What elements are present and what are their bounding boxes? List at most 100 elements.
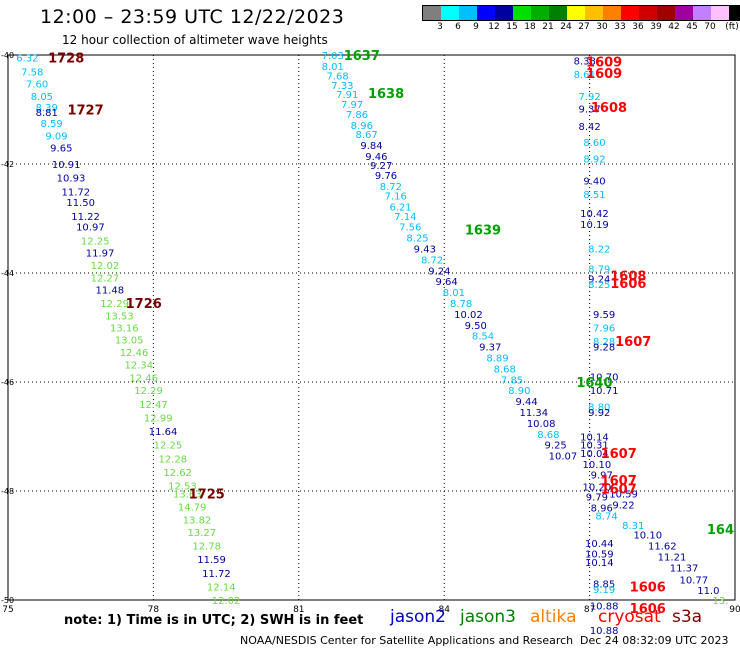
legend-swatch-12: [639, 6, 657, 20]
legend-swatch-3: [477, 6, 495, 20]
swh-point: 8.68: [537, 430, 559, 441]
legend-label-11: 36: [632, 22, 644, 32]
y-tick-label-5: -50: [1, 596, 14, 605]
swh-point: 8.39: [36, 103, 58, 114]
legend-label-8: 27: [578, 22, 590, 32]
swh-point: 12.25: [81, 236, 110, 247]
y-tick-label-2: -44: [1, 269, 14, 278]
swh-point: 7.33: [331, 81, 353, 92]
credits-text: NOAA/NESDIS Center for Satellite Applica…: [240, 634, 574, 647]
swh-point: 8.25: [588, 280, 610, 291]
swh-point: 10.07: [549, 452, 578, 463]
swh-point: 7.68: [326, 72, 348, 83]
chart-title: 12:00 – 23:59 UTC 12/22/2023: [40, 6, 345, 28]
swh-point: 9.22: [612, 501, 634, 512]
swh-point: 10.02: [454, 310, 483, 321]
legend-label-15: 70: [704, 22, 716, 32]
swh-point: 12.28: [158, 454, 187, 465]
swh-point: 8.81: [36, 108, 58, 119]
swh-point: 12.53: [168, 482, 197, 493]
swh-point: 9.92: [588, 408, 610, 419]
swh-point: 9.19: [593, 585, 615, 596]
swh-point: 13.82: [183, 515, 212, 526]
swh-point: 8.74: [595, 512, 617, 523]
legend-swatch-16: [711, 6, 729, 20]
swh-point: 12.78: [192, 542, 221, 553]
swh-point: 9.37: [578, 104, 600, 115]
swh-point: 10.71: [590, 386, 619, 397]
swh-point: 7.86: [346, 110, 368, 121]
swh-point: 11.37: [670, 563, 699, 574]
swh-point: 10.88: [590, 626, 619, 637]
swh-point: 12.47: [139, 400, 168, 411]
swh-point: 8.67: [356, 130, 378, 141]
swh-point: 12.46: [129, 374, 158, 385]
swh-point: 10.14: [585, 558, 614, 569]
swh-point: 7.58: [21, 67, 43, 78]
time-label: 1727: [67, 104, 103, 119]
swh-point: 11.59: [197, 555, 226, 566]
swh-point: 9.46: [365, 152, 387, 163]
swh-point: 12.46: [120, 348, 149, 359]
swh-point: 8.96: [591, 503, 613, 514]
legend-swatch-13: [657, 6, 675, 20]
legend-swatch-14: [675, 6, 693, 20]
swh-point: 13.: [713, 596, 729, 607]
swh-point: 9.28: [593, 343, 615, 354]
swh-point: 8.61: [574, 70, 596, 81]
swh-point: 11.0: [697, 586, 719, 597]
swh-point: 12.62: [163, 468, 192, 479]
time-label: 1607: [601, 447, 637, 462]
time-label: 1609: [586, 56, 622, 71]
swh-point: 8.22: [588, 244, 610, 255]
generated-date: Dec 24 08:32:09 UTC 2023: [580, 634, 729, 647]
swh-point: 8.90: [508, 386, 530, 397]
swh-point: 10.44: [585, 539, 614, 550]
mission-jason2: jason2: [390, 607, 446, 627]
swh-point: 12.34: [125, 361, 154, 372]
swh-point: 9.64: [435, 277, 457, 288]
swh-point: 10.77: [679, 575, 708, 586]
swh-point: 11.50: [66, 198, 95, 209]
legend-swatch-17: [729, 6, 740, 20]
swh-point: 14.79: [178, 502, 207, 513]
swh-point: 10.42: [580, 209, 609, 220]
swh-point: 10.97: [76, 223, 105, 234]
swh-point: 6.32: [16, 54, 38, 65]
swh-point: 10.20: [583, 483, 612, 494]
swh-point: 10.93: [57, 174, 86, 185]
swh-point: 11.48: [95, 285, 124, 296]
time-label: 1640: [576, 376, 612, 391]
swh-point: 12.27: [91, 273, 120, 284]
swh-point: 11.21: [658, 552, 687, 563]
swh-point: 9.97: [591, 471, 613, 482]
mission-s3a: s3a: [672, 607, 703, 627]
time-label: 1607: [615, 335, 651, 350]
swh-point: 10.59: [609, 490, 638, 501]
swh-point: 12.02: [212, 596, 241, 607]
x-tick-label-3: 84: [438, 605, 450, 615]
legend-label-14: 45: [686, 22, 698, 32]
swh-point: 7.85: [501, 375, 523, 386]
swh-point: 13.63: [173, 490, 202, 501]
legend-swatch-4: [495, 6, 513, 20]
swh-point: 10.70: [590, 373, 619, 384]
swh-point: 10.31: [580, 441, 609, 452]
swh-point: 13.53: [105, 312, 134, 323]
swh-point: 8.31: [622, 521, 644, 532]
swh-point: 8.25: [406, 234, 428, 245]
swh-point: 10.14: [580, 433, 609, 444]
x-tick-label-4: 87: [584, 605, 595, 615]
swh-point: 12.25: [154, 441, 183, 452]
y-tick-label-0: -40: [1, 51, 14, 60]
swh-point: 8.79: [588, 265, 610, 276]
time-label: 1607: [601, 474, 637, 489]
mission-jason3: jason3: [460, 607, 516, 627]
legend-swatch-10: [603, 6, 621, 20]
swh-point: 8.80: [588, 403, 610, 414]
legend-swatch-9: [585, 6, 603, 20]
swh-point: 10.10: [633, 531, 662, 542]
swh-point: 10.10: [583, 460, 612, 471]
time-label: 1638: [368, 87, 404, 102]
